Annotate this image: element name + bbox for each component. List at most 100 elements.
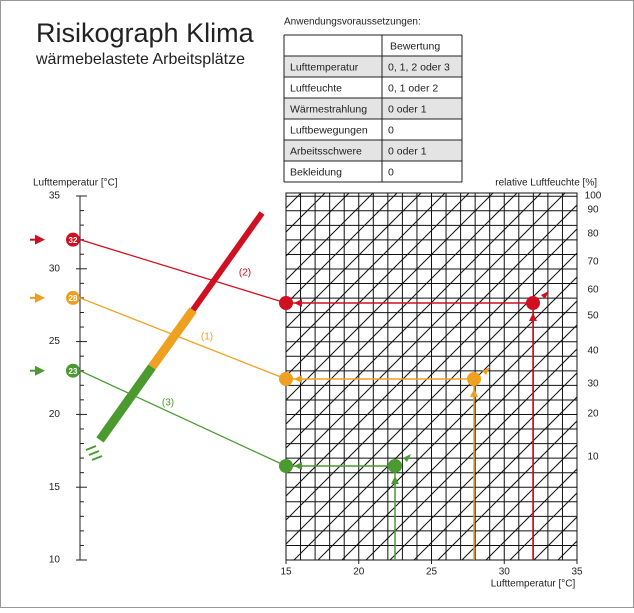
path-line [79,297,287,380]
row-shade [284,140,462,161]
title: Risikograph Klima [36,18,255,48]
grid-diag [293,276,577,560]
grid-diag [286,193,398,305]
path-label: (2) [239,268,251,279]
end-marker [279,459,293,473]
left-tick-label: 30 [49,263,61,274]
grid-diag [286,193,542,449]
grid-lines [0,160,634,560]
bottom-axis-label: Lufttemperatur [°C] [491,579,576,590]
table-cell: 0, 1 oder 2 [388,82,438,94]
grid-diag [286,204,577,497]
grid-diag [286,193,422,329]
table-cell: 0 [388,124,394,136]
grid-diag [341,324,577,560]
scale-orange [148,307,197,370]
table-cell: Lufttemperatur [290,61,359,73]
start-label: 32 [69,236,78,245]
arrow [294,299,302,307]
table-cell: 0 [388,166,394,178]
grid-diag [582,160,634,560]
scale-hatch [88,450,100,456]
grid-diag [286,193,446,353]
scale-green [96,364,156,443]
grid-diag [485,468,577,560]
path-line [79,239,287,304]
grid-diag [365,348,577,560]
arrow [541,291,549,299]
bottom-tick-label: 35 [571,567,583,578]
left-tick-label: 20 [49,409,61,420]
grid-diag [413,396,577,560]
humidity-label: 100 [585,191,602,202]
bottom-tick-label: 15 [280,567,292,578]
start-marker [66,363,80,378]
table: Bewertung Lufttemperatur 0, 1, 2 oder 3 Luf… [283,34,463,183]
grid-diag [437,420,577,560]
scale-hatch [91,455,103,461]
table-cell: 0, 1, 2 oder 3 [388,61,450,73]
start-label: 28 [69,294,78,303]
bottom-tick-label: 30 [499,567,511,578]
table-column-header: Bewertung [390,40,440,52]
arrow [470,389,478,397]
table-cell: Arbeitsschwere [290,145,362,157]
table-cell: Luftbewegungen [290,124,368,136]
humidity-label: 60 [587,285,599,296]
grid-diag [286,193,350,257]
grid-diag [0,160,286,560]
humidity-label: 80 [587,229,599,240]
humidity-marker [388,459,402,473]
end-marker [279,372,293,386]
end-marker [279,296,293,310]
bottom-tick-label: 20 [353,567,365,578]
grid [0,160,634,561]
table-cell: 0 oder 1 [388,145,427,157]
grid-diag [461,444,577,560]
grid-diag [286,193,518,425]
subtitle: wärmebelastete Arbeitsplätze [35,51,245,68]
bottom-tick-label: 25 [426,567,438,578]
grid-diag [286,193,374,281]
grid-diag [286,193,326,233]
humidity-label: 10 [587,452,599,463]
grid-diag [606,160,634,560]
start-label: 23 [69,367,78,376]
grid-diag [317,300,577,560]
scale-hatch [85,445,97,451]
humidity-label: 70 [587,257,599,268]
grid-diag [286,252,577,545]
humidity-label: 50 [587,311,599,322]
table-cell: 0 oder 1 [388,103,427,115]
left-tick-label: 35 [49,191,61,202]
humidity-axis-label: relative Luftfeuchte [%] [495,178,597,189]
left-axis-label: Lufttemperatur [°C] [33,178,118,189]
scale-red [190,211,265,312]
path-label: (3) [162,398,174,409]
row-shade [284,56,462,77]
grid-diag [286,193,566,473]
humidity-label: 90 [587,205,599,216]
humidity-marker [467,372,481,386]
start-marker [66,290,80,305]
grid-diag [286,193,494,401]
table-cell: Wärmestrahlung [290,103,367,115]
arrow [482,367,490,375]
table-caption: Anwendungsvoraussetzungen: [284,17,421,28]
path-line [79,370,287,467]
grid-diag [509,492,577,560]
arrow [294,375,302,383]
left-tick-label: 25 [49,336,61,347]
start-marker [66,232,80,247]
left-tick-label: 10 [49,555,61,566]
row-shade [284,98,462,119]
arrow [294,462,302,470]
table-cell: Bekleidung [290,166,342,178]
arrow [391,476,399,484]
humidity-label: 20 [587,409,599,420]
arrow [403,454,411,462]
grid-diag [286,228,577,521]
humidity-marker [526,296,540,310]
humidity-label: 30 [587,379,599,390]
